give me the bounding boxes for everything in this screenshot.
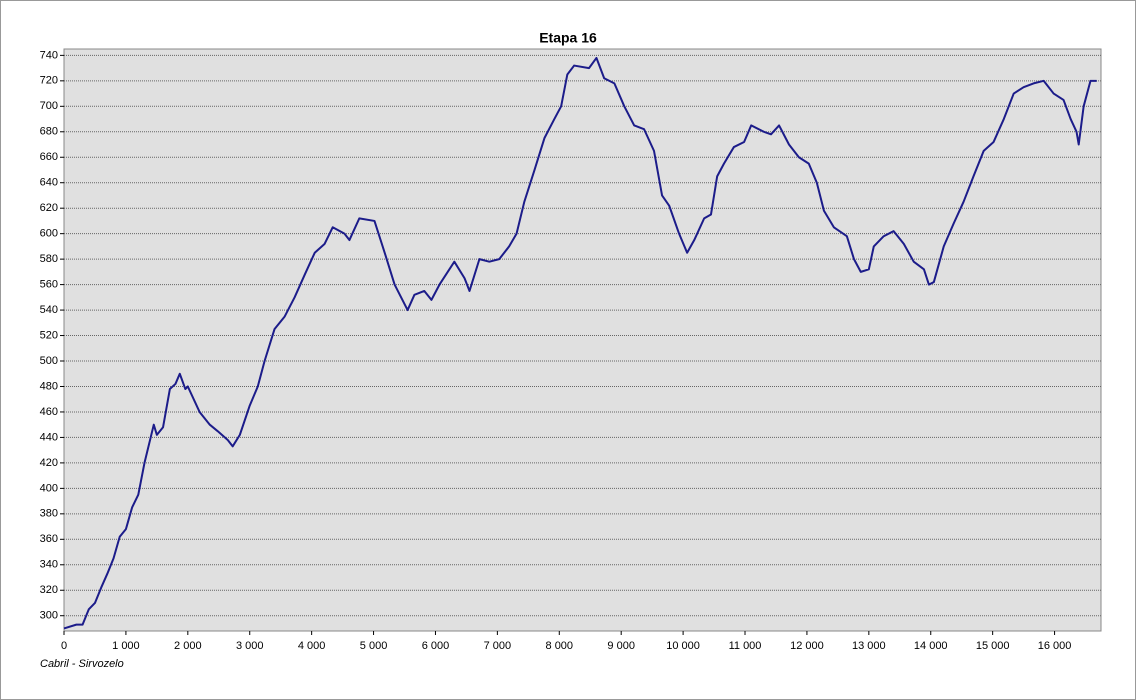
x-tick-label: 14 000 bbox=[914, 640, 948, 652]
y-tick-label: 620 bbox=[40, 202, 58, 214]
footnote: Cabril - Sirvozelo bbox=[40, 658, 124, 670]
y-tick-label: 340 bbox=[40, 559, 58, 571]
x-tick-label: 7 000 bbox=[484, 640, 512, 652]
x-tick-label: 11 000 bbox=[729, 640, 762, 652]
y-tick-label: 740 bbox=[40, 49, 58, 61]
y-tick-label: 400 bbox=[40, 482, 58, 494]
x-tick-label: 5 000 bbox=[360, 640, 388, 652]
y-tick-label: 680 bbox=[40, 126, 58, 138]
x-tick-label: 8 000 bbox=[546, 640, 574, 652]
x-tick-label: 4 000 bbox=[298, 640, 326, 652]
y-tick-label: 360 bbox=[40, 533, 58, 545]
y-tick-label: 660 bbox=[40, 151, 58, 163]
y-tick-label: 480 bbox=[40, 380, 58, 392]
x-tick-label: 12 000 bbox=[790, 640, 824, 652]
x-tick-label: 13 000 bbox=[852, 640, 886, 652]
y-tick-label: 700 bbox=[40, 100, 58, 112]
x-tick-label: 2 000 bbox=[174, 640, 202, 652]
y-tick-label: 520 bbox=[40, 329, 58, 341]
y-tick-label: 720 bbox=[40, 75, 58, 87]
y-tick-label: 540 bbox=[40, 304, 58, 316]
x-tick-label: 1 000 bbox=[112, 640, 140, 652]
x-tick-label: 16 000 bbox=[1038, 640, 1072, 652]
y-tick-label: 560 bbox=[40, 279, 58, 291]
y-tick-label: 300 bbox=[40, 610, 58, 622]
y-tick-label: 320 bbox=[40, 584, 58, 596]
y-tick-label: 440 bbox=[40, 431, 58, 443]
chart-title: Etapa 16 bbox=[539, 30, 597, 46]
x-tick-label: 0 bbox=[61, 640, 67, 652]
x-tick-label: 6 000 bbox=[422, 640, 450, 652]
x-tick-label: 15 000 bbox=[976, 640, 1010, 652]
x-tick-label: 10 000 bbox=[666, 640, 700, 652]
plot-area bbox=[63, 48, 1102, 632]
x-tick-label: 9 000 bbox=[607, 640, 635, 652]
y-tick-label: 600 bbox=[40, 228, 58, 240]
y-tick-label: 420 bbox=[40, 457, 58, 469]
y-tick-label: 580 bbox=[40, 253, 58, 265]
y-tick-label: 500 bbox=[40, 355, 58, 367]
x-tick-label: 3 000 bbox=[236, 640, 264, 652]
y-tick-label: 640 bbox=[40, 177, 58, 189]
y-tick-label: 460 bbox=[40, 406, 58, 418]
y-tick-label: 380 bbox=[40, 508, 58, 520]
elevation-line bbox=[63, 56, 1097, 630]
